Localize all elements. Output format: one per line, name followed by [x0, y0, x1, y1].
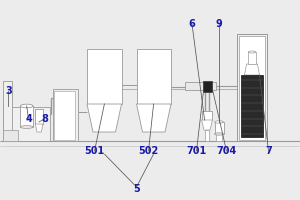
Text: 701: 701	[186, 146, 207, 156]
Bar	[35, 109, 43, 124]
Text: 3: 3	[5, 86, 12, 96]
Ellipse shape	[20, 126, 33, 128]
Ellipse shape	[214, 121, 224, 123]
Text: 9: 9	[216, 19, 222, 29]
Polygon shape	[136, 104, 171, 132]
Polygon shape	[244, 64, 260, 75]
Text: 4: 4	[25, 114, 32, 124]
Ellipse shape	[248, 51, 256, 53]
Bar	[136, 49, 171, 104]
Polygon shape	[3, 130, 18, 141]
Bar	[248, 52, 256, 64]
Bar	[216, 133, 222, 141]
Bar	[239, 36, 265, 140]
Bar	[3, 107, 50, 141]
Bar	[237, 34, 267, 141]
Bar	[54, 91, 75, 140]
Bar	[241, 75, 263, 137]
Text: 502: 502	[138, 146, 159, 156]
Bar	[202, 111, 212, 120]
Text: 5: 5	[133, 184, 140, 194]
Bar	[20, 106, 33, 127]
Bar	[87, 49, 122, 104]
Text: 8: 8	[41, 114, 48, 124]
Bar	[214, 122, 224, 134]
Text: 6: 6	[189, 19, 195, 29]
Ellipse shape	[214, 133, 224, 135]
Text: 7: 7	[265, 146, 272, 156]
Bar	[3, 81, 12, 141]
Ellipse shape	[20, 104, 33, 108]
Text: 704: 704	[216, 146, 237, 156]
Bar	[52, 89, 78, 141]
Text: 501: 501	[84, 146, 105, 156]
Bar	[203, 81, 212, 92]
Polygon shape	[202, 120, 212, 130]
Bar	[184, 82, 216, 90]
Polygon shape	[35, 124, 43, 132]
Polygon shape	[87, 104, 122, 132]
Bar	[205, 130, 209, 141]
